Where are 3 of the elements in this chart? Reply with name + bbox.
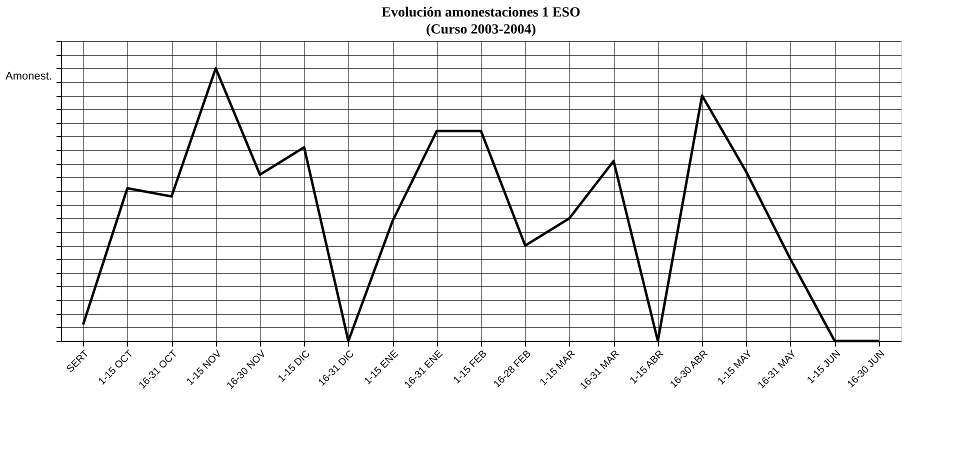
y-axis-title: Amonest. — [6, 70, 52, 82]
chart-title: Evolución amonestaciones 1 ESO — [382, 6, 580, 20]
chart-subtitle: (Curso 2003-2004) — [426, 22, 536, 38]
